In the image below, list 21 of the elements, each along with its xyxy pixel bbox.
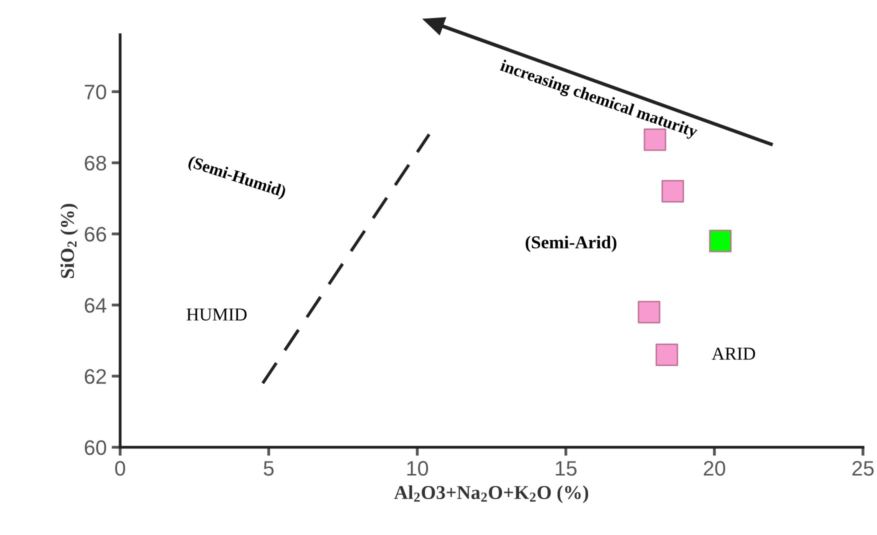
point xyxy=(656,344,678,366)
x-tick-label: 10 xyxy=(407,461,428,476)
annotation: HUMID xyxy=(186,308,247,321)
y-tick-label: 60 xyxy=(84,440,106,456)
y-tick-label: 66 xyxy=(84,226,106,242)
annotation: ARID xyxy=(712,348,756,360)
annotation: (Semi-Arid) xyxy=(526,236,616,252)
x-tick-label: 0 xyxy=(115,461,126,476)
x-tick-label: 5 xyxy=(264,461,274,476)
y-tick-label: 70 xyxy=(84,84,106,100)
x-tick-label: 15 xyxy=(556,461,577,476)
x-tick-label: 25 xyxy=(852,461,874,476)
point xyxy=(638,300,660,324)
y-axis-title: SiO$_{2}$ (%) xyxy=(60,204,78,278)
x-tick-label: 20 xyxy=(704,461,726,476)
point xyxy=(662,180,684,202)
y-tick-label: 62 xyxy=(84,369,106,384)
x-axis-title: Al$_{2}$O3+Na$_{2}$O+K$_{2}$O (%) xyxy=(394,485,588,504)
y-tick-label: 68 xyxy=(84,156,106,171)
point xyxy=(709,230,732,252)
y-tick-label: 64 xyxy=(84,298,106,313)
